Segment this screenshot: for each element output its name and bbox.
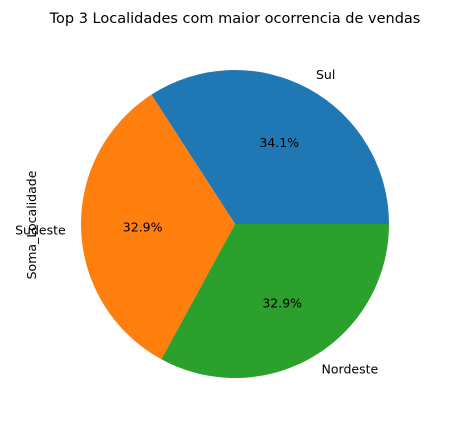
pct-label-sudeste: 32.9% [123,219,163,234]
pie-slice-sudeste [80,94,235,360]
pie-slice-nordeste [161,224,389,378]
pct-label-nordeste: 32.9% [262,295,302,310]
chart-title: Top 3 Localidades com maior ocorrencia d… [49,11,421,27]
pie-slices [80,69,389,378]
y-axis-label: Soma_Localidade [24,170,39,279]
category-label-nordeste: Nordeste [322,362,379,377]
pie-slice-sul [151,69,389,224]
pie-labels: 34.1% Sul 32.9% Sudeste 32.9% Nordeste [15,67,378,376]
category-label-sudeste: Sudeste [15,222,66,237]
category-label-sul: Sul [316,67,335,82]
pct-label-sul: 34.1% [259,135,299,150]
